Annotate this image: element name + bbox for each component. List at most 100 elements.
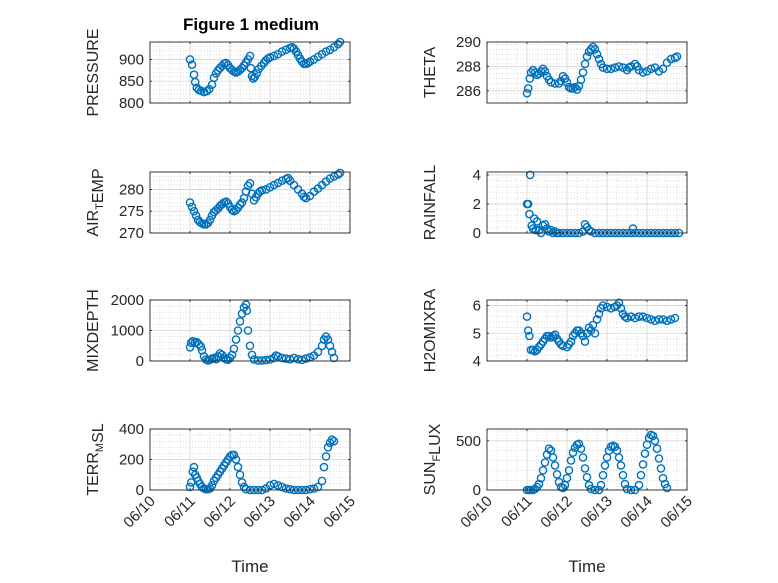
y-tick-label: 280 xyxy=(119,181,144,198)
data-point xyxy=(614,62,624,71)
y-axis-label-part: THETA xyxy=(422,47,439,99)
data-point xyxy=(249,355,259,364)
data-point xyxy=(229,344,239,354)
data-point xyxy=(269,479,279,489)
data-point xyxy=(562,473,572,483)
x-tick-label: 06/14 xyxy=(280,493,319,532)
x-axis-label: Time xyxy=(568,557,605,576)
data-point xyxy=(566,337,576,346)
data-point xyxy=(672,52,682,61)
subplot-h2omixra: 4 5 6 H2OMIXRA xyxy=(422,288,688,372)
data-point xyxy=(544,331,554,341)
data-point xyxy=(550,330,560,340)
y-tick-label: 500 xyxy=(456,433,481,450)
data-point xyxy=(269,353,279,363)
data-point xyxy=(269,51,279,61)
y-tick-label: 400 xyxy=(119,421,144,438)
data-point xyxy=(329,353,339,363)
x-tick-label: 06/12 xyxy=(200,493,239,532)
data-point xyxy=(602,302,612,312)
data-point xyxy=(187,202,197,212)
axes-box xyxy=(149,171,351,234)
data-point xyxy=(596,480,606,490)
data-point xyxy=(221,58,231,68)
data-point xyxy=(566,456,576,465)
y-axis-label: H2OMIXRA xyxy=(422,288,439,372)
data-point xyxy=(558,71,568,81)
y-tick-label: 2 xyxy=(473,196,481,213)
data-point xyxy=(564,82,574,92)
data-point xyxy=(257,185,267,195)
minor-grid xyxy=(150,171,350,234)
data-point xyxy=(544,444,554,454)
data-point xyxy=(265,355,275,364)
data-point xyxy=(534,479,544,489)
y-axis-label-part: EMP xyxy=(90,168,107,203)
subplot-pressure: 800 850 900 PRESSURE xyxy=(85,28,351,117)
y-tick-label: 275 xyxy=(119,203,144,220)
data-point xyxy=(642,313,652,323)
data-point xyxy=(600,461,610,470)
data-point xyxy=(620,312,630,321)
data-point xyxy=(333,170,343,179)
data-point xyxy=(185,55,195,64)
y-axis-label: AIRTEMP xyxy=(85,168,107,236)
data-point xyxy=(189,206,199,216)
data-point xyxy=(592,49,602,59)
y-axis-label-part: PRESSURE xyxy=(85,28,102,116)
data-point xyxy=(606,64,616,74)
data-point xyxy=(231,455,241,464)
y-tick-label: 200 xyxy=(119,452,144,469)
axes-box xyxy=(149,41,351,104)
y-axis-label: RAINFALL xyxy=(422,165,439,241)
data-point xyxy=(319,462,329,472)
data-point xyxy=(321,452,331,461)
data-point xyxy=(229,450,239,460)
data-series xyxy=(185,435,339,495)
data-point xyxy=(525,209,534,219)
subplot-rainfall: 0 2 4 RAINFALL xyxy=(422,165,688,242)
data-point xyxy=(582,52,592,61)
data-point xyxy=(580,337,590,346)
data-point xyxy=(630,59,640,69)
data-point xyxy=(548,453,558,462)
subplot-mixdepth: 0 1000 2000 MIXDEPTH xyxy=(85,289,351,372)
data-point xyxy=(658,315,668,324)
data-point xyxy=(235,317,245,326)
y-tick-label: 286 xyxy=(456,83,481,100)
data-point xyxy=(273,352,283,361)
y-tick-label: 288 xyxy=(456,58,481,75)
y-tick-label: 900 xyxy=(119,51,144,68)
y-axis-label-part: SL xyxy=(90,423,107,443)
x-tick-label: 06/13 xyxy=(240,493,279,532)
data-point xyxy=(221,197,231,206)
data-point xyxy=(321,47,331,56)
x-tick-label: 06/15 xyxy=(320,493,359,532)
y-axis-label-part: TERR xyxy=(85,452,102,496)
data-point xyxy=(540,458,550,467)
x-tick-label: 06/11 xyxy=(161,493,199,531)
data-point xyxy=(301,354,311,363)
data-point xyxy=(598,470,608,480)
data-point xyxy=(634,480,644,490)
data-point xyxy=(253,356,263,365)
data-point xyxy=(209,73,219,82)
y-tick-label: 0 xyxy=(473,482,481,499)
data-point xyxy=(242,306,252,316)
data-point xyxy=(588,42,598,52)
data-point xyxy=(252,69,262,78)
data-point xyxy=(327,435,337,445)
data-point xyxy=(598,63,608,72)
y-axis-label: TERRMSL xyxy=(85,423,107,495)
data-point xyxy=(281,484,291,493)
data-point xyxy=(646,64,656,74)
data-point xyxy=(622,484,632,494)
data-point xyxy=(523,326,533,335)
data-point xyxy=(666,315,676,324)
data-point xyxy=(544,227,554,236)
data-point xyxy=(530,68,540,77)
data-point xyxy=(570,82,580,92)
data-point xyxy=(614,453,624,462)
data-point xyxy=(243,326,253,335)
data-point xyxy=(562,78,572,87)
